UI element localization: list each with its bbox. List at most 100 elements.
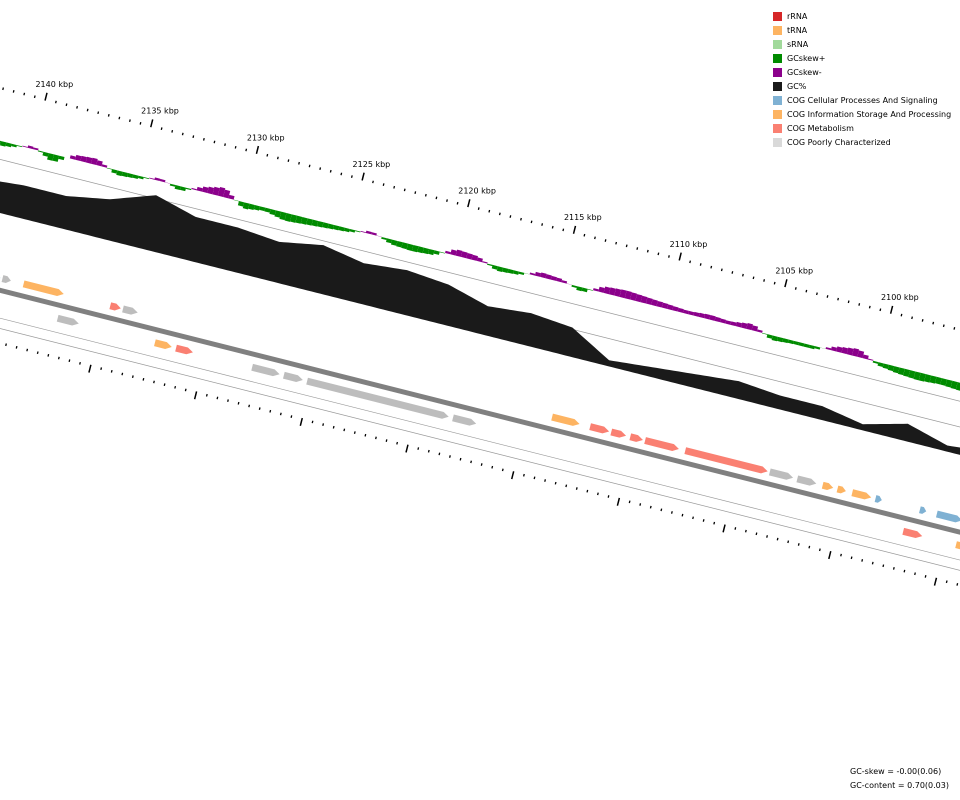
gc-skew-positive-bar [502,267,509,273]
gc-skew-positive-bar [174,185,181,191]
gc-skew-positive-bar [798,342,805,347]
gc-skew-positive-bar [396,240,403,248]
inner-ruler-minor-tick [427,449,430,453]
legend-swatch [773,95,782,105]
ruler-minor-tick [720,268,723,272]
gc-skew-positive-bar [0,140,2,146]
ruler-minor-tick [562,228,565,232]
ruler-tick-label: 2135 kbp [141,107,179,116]
ruler-minor-tick [509,215,512,218]
legend-swatch [773,67,782,77]
legend-item: COG Poorly Characterized [773,135,951,149]
ruler-minor-tick [710,265,713,269]
ruler-minor-tick [76,105,79,109]
gc-skew-positive-bar [787,339,794,345]
cog-feature-arrow [629,433,643,442]
legend: rRNA tRNA sRNA GCskew+ GCskew- GC% COG Cellula… [773,9,951,149]
ruler-major-tick [255,145,260,155]
legend-swatch [773,53,782,63]
gc-skew-positive-bar [300,216,308,225]
inner-ruler-minor-tick [692,516,694,520]
gc-skew-negative-bar [32,147,39,151]
ruler-minor-tick [477,207,480,210]
cog-feature-arrow [610,428,627,438]
gc-skew-positive-bar [439,251,446,254]
gc-skew-positive-bar [417,246,424,254]
track-line [0,328,960,571]
inner-ruler-minor-tick [892,567,895,570]
gc-skew-negative-bar [841,346,849,355]
ruler-minor-tick [551,225,554,229]
gc-skew-negative-bar [846,347,854,356]
inner-ruler-minor-tick [15,345,18,349]
cog-feature-arrow [306,377,449,419]
inner-ruler-minor-tick [174,385,177,389]
ruler-minor-tick [33,95,36,99]
gc-skew-negative-bar [69,155,76,160]
gc-skew-positive-bar [587,288,594,291]
ruler-minor-tick [805,289,808,293]
gc-skew-negative-bar [96,160,103,167]
inner-ruler-minor-tick [153,380,155,384]
legend-item: COG Information Storage And Processing [773,107,951,121]
ruler-minor-tick [868,305,871,309]
gc-skew-positive-bar [929,375,937,384]
ruler-minor-tick [921,319,924,322]
gc-skew-positive-bar [233,199,239,202]
ruler-minor-tick [847,300,850,304]
gc-skew-negative-bar [756,329,763,333]
inner-ruler-minor-tick [343,428,346,432]
gc-skew-positive-bar [934,376,942,385]
inner-ruler-major-tick [933,577,938,586]
legend-swatch [773,11,782,21]
legend-item: sRNA [773,37,951,51]
inner-ruler-minor-tick [110,369,113,373]
gc-skew-positive-bar [111,169,118,174]
ruler-minor-tick [171,129,174,133]
ruler-minor-tick [615,241,618,245]
ruler-minor-tick [541,223,544,226]
inner-ruler-minor-tick [227,399,229,402]
inner-ruler-minor-tick [776,537,779,541]
inner-ruler-minor-tick [713,521,716,525]
legend-item: GCskew+ [773,51,951,65]
gc-skew-negative-bar [455,249,463,257]
gc-skew-positive-bar [908,370,916,379]
ruler-minor-tick [699,263,702,266]
inner-ruler-minor-tick [871,561,874,565]
gc-skew-negative-bar [704,313,711,320]
gc-skew-negative-bar [80,155,88,163]
ruler-minor-tick [160,127,163,131]
ruler-minor-tick [773,281,776,285]
cog-feature-arrow [684,447,768,474]
legend-label: COG Information Storage And Processing [787,109,952,119]
gc-skew-negative-bar [830,346,838,352]
inner-ruler-major-tick [510,471,515,480]
ruler-minor-tick [942,324,945,328]
gc-skew-positive-bar [279,211,287,221]
gc-skew-positive-bar [401,242,409,250]
cog-feature-arrow [874,495,882,503]
inner-ruler-minor-tick [79,361,81,365]
inner-ruler-major-tick [828,551,832,560]
gc-skew-positive-bar [381,236,387,241]
gc-skew-positive-bar [316,220,324,228]
legend-item: COG Cellular Processes And Signaling [773,93,951,107]
gc-skew-positive-bar [803,343,810,348]
gc-skew-positive-bar [11,143,17,148]
gc-skew-positive-bar [121,171,128,178]
gc-skew-negative-bar [640,295,648,304]
gc-skew-positive-bar [487,263,493,267]
inner-ruler-minor-tick [121,372,124,376]
cog-feature-arrow [851,489,872,500]
gc-skew-stat: GC-skew = -0.00(0.06) [850,767,942,776]
legend-label: GC% [787,81,807,91]
gc-skew-negative-bar [714,316,721,323]
genome-backbone [0,287,960,535]
gc-skew-negative-bar [630,292,638,301]
inner-ruler-minor-tick [501,468,504,472]
gc-skew-negative-bar [164,182,171,184]
gc-skew-positive-bar [248,203,255,211]
legend-swatch [773,109,782,119]
gc-skew-negative-bar [207,186,215,195]
